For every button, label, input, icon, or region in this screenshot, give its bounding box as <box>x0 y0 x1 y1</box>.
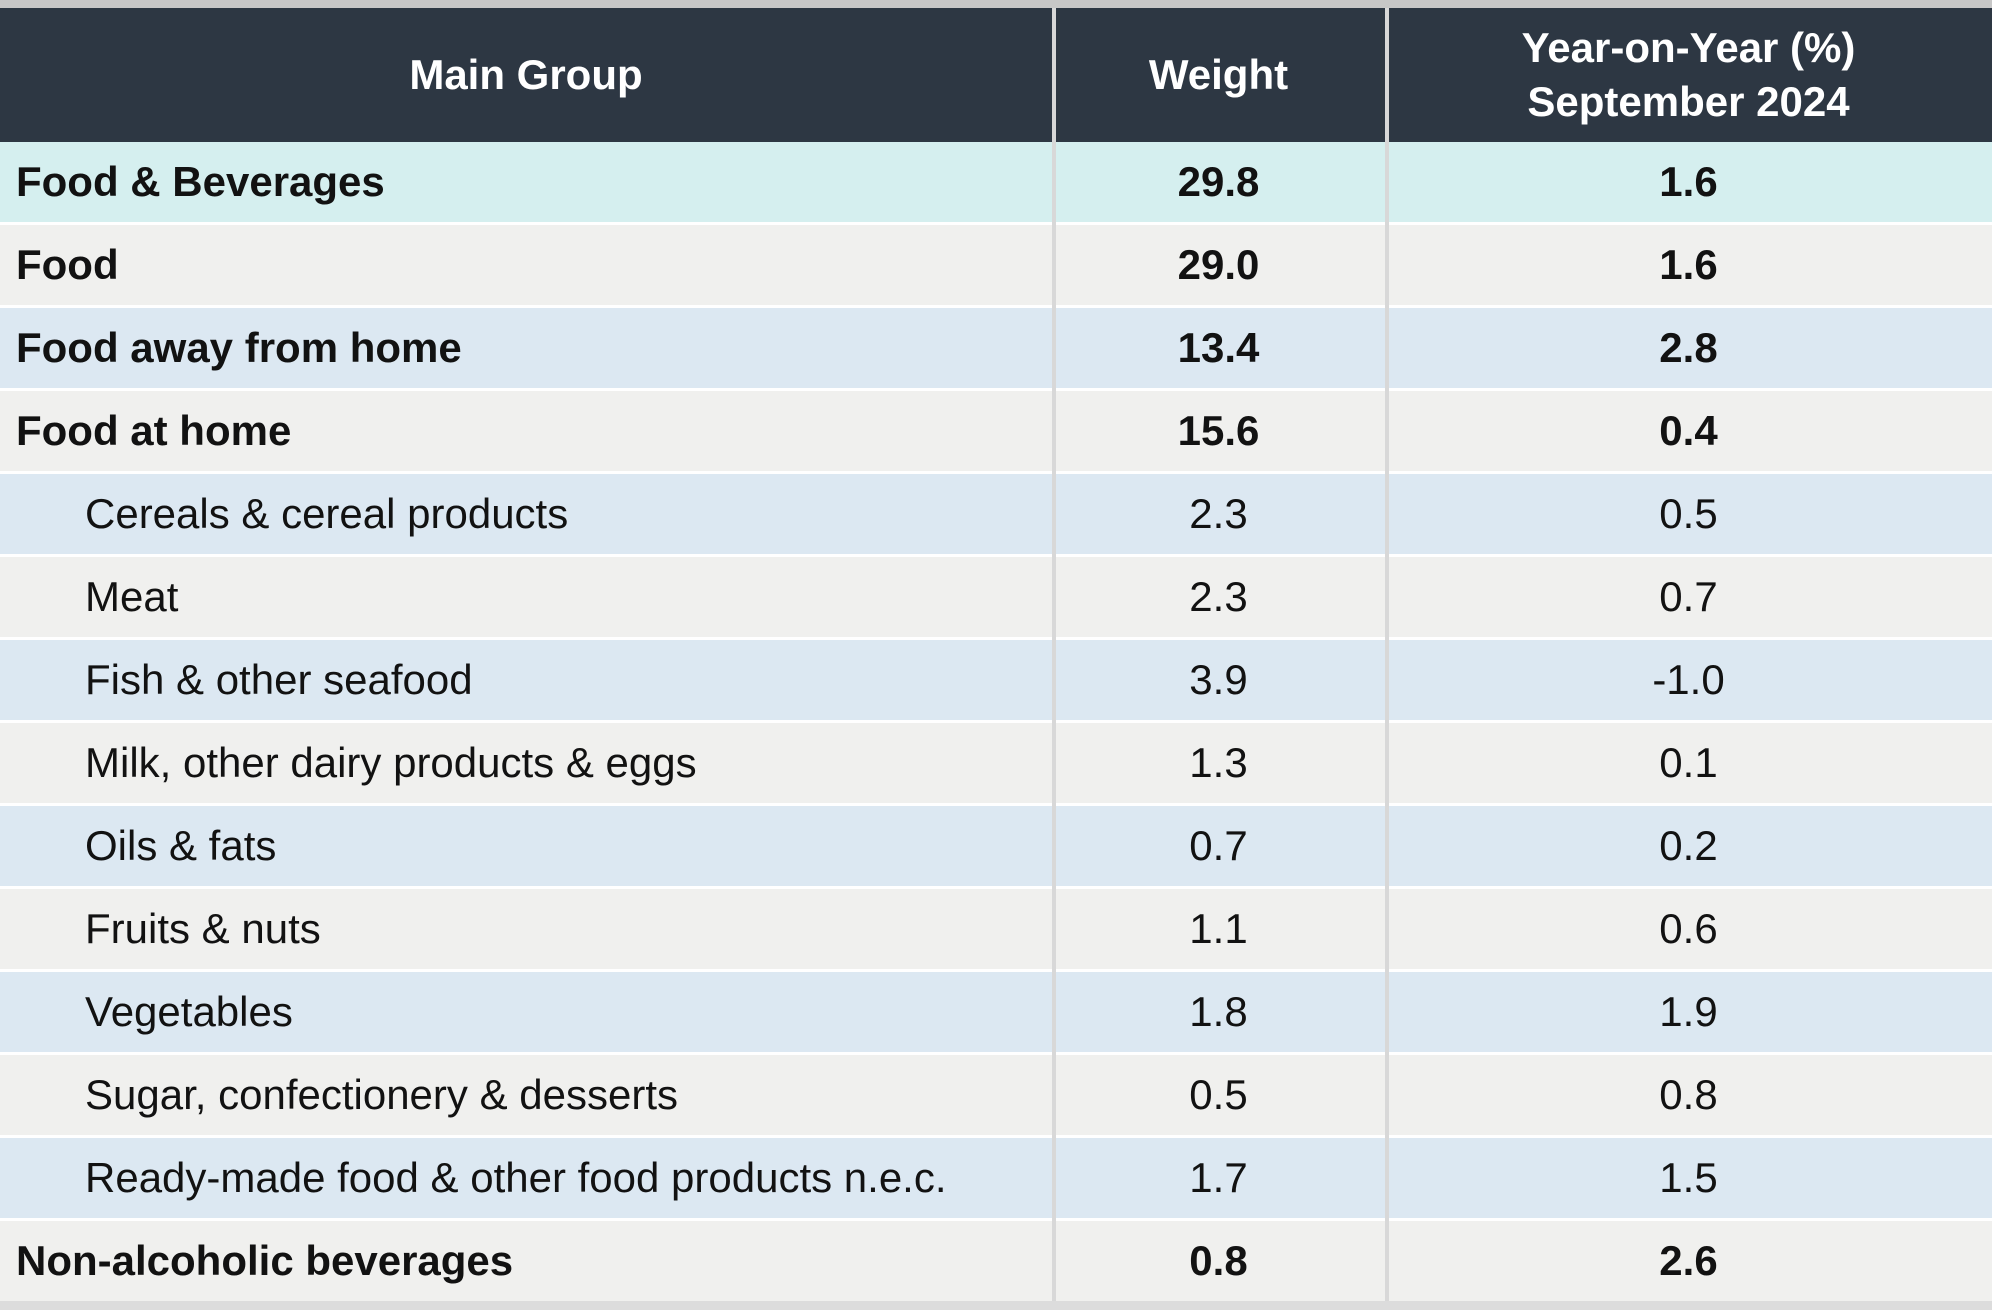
yoy-value: 2.6 <box>1659 1237 1718 1284</box>
yoy-value: 0.7 <box>1659 573 1718 620</box>
column-header-yoy-line1: Year-on-Year (%) <box>1521 24 1856 72</box>
table-row: Food away from home 13.4 2.8 <box>0 308 1992 388</box>
yoy-value: 1.5 <box>1659 1154 1718 1201</box>
yoy-value: 1.6 <box>1659 158 1718 205</box>
table-row: Fruits & nuts 1.1 0.6 <box>0 889 1992 969</box>
row-label: Food & Beverages <box>16 158 385 205</box>
row-label: Meat <box>85 573 179 620</box>
yoy-value: 0.2 <box>1659 822 1718 869</box>
table-row: Non-alcoholic beverages 0.8 2.6 <box>0 1221 1992 1301</box>
row-label: Fruits & nuts <box>85 905 321 952</box>
column-header-weight: Weight <box>1148 51 1289 98</box>
weight-value: 2.3 <box>1189 490 1248 537</box>
yoy-value: 0.8 <box>1659 1071 1718 1118</box>
weight-value: 1.8 <box>1189 988 1248 1035</box>
table-row: Food at home 15.6 0.4 <box>0 391 1992 471</box>
weight-value: 1.7 <box>1189 1154 1248 1201</box>
table-row: Vegetables 1.8 1.9 <box>0 972 1992 1052</box>
top-border-strip <box>0 0 1992 8</box>
table-row: Fish & other seafood 3.9 -1.0 <box>0 640 1992 720</box>
weight-value: 2.3 <box>1189 573 1248 620</box>
weight-value: 29.8 <box>1177 158 1260 205</box>
weight-value: 0.7 <box>1189 822 1248 869</box>
table-header-row: Main Group Weight Year-on-Year (%) Septe… <box>0 8 1992 142</box>
weight-value: 1.1 <box>1189 905 1248 952</box>
row-label: Ready-made food & other food products n.… <box>85 1154 947 1201</box>
row-label: Food at home <box>16 407 292 454</box>
yoy-value: 0.4 <box>1659 407 1718 454</box>
table-row: Food & Beverages 29.8 1.6 <box>0 142 1992 222</box>
weight-value: 1.3 <box>1189 739 1248 786</box>
row-label: Fish & other seafood <box>85 656 473 703</box>
row-label: Sugar, confectionery & desserts <box>85 1071 678 1118</box>
column-header-main-group: Main Group <box>409 51 643 98</box>
column-header-yoy: Year-on-Year (%) September 2024 <box>1385 8 1992 142</box>
weight-value: 29.0 <box>1177 241 1260 288</box>
table-row: Ready-made food & other food products n.… <box>0 1138 1992 1218</box>
row-label: Milk, other dairy products & eggs <box>85 739 697 786</box>
column-divider-2 <box>1385 8 1389 1301</box>
row-label: Non-alcoholic beverages <box>16 1237 514 1284</box>
yoy-value: 0.5 <box>1659 490 1718 537</box>
row-label: Food away from home <box>16 324 462 371</box>
bottom-border-strip <box>0 1301 1992 1310</box>
yoy-value: -1.0 <box>1652 656 1725 703</box>
weight-value: 0.8 <box>1189 1237 1248 1284</box>
table-row: Sugar, confectionery & desserts 0.5 0.8 <box>0 1055 1992 1135</box>
cpi-main-group-table: Main Group Weight Year-on-Year (%) Septe… <box>0 8 1992 1301</box>
column-header-yoy-line2: September 2024 <box>1527 78 1850 125</box>
row-label: Vegetables <box>85 988 293 1035</box>
yoy-value: 0.1 <box>1659 739 1718 786</box>
yoy-value: 0.6 <box>1659 905 1718 952</box>
weight-value: 3.9 <box>1189 656 1248 703</box>
weight-value: 0.5 <box>1189 1071 1248 1118</box>
table-row: Oils & fats 0.7 0.2 <box>0 806 1992 886</box>
table-row: Milk, other dairy products & eggs 1.3 0.… <box>0 723 1992 803</box>
row-label: Oils & fats <box>85 822 277 869</box>
weight-value: 13.4 <box>1177 324 1260 371</box>
yoy-value: 1.9 <box>1659 988 1718 1035</box>
yoy-value: 2.8 <box>1659 324 1718 371</box>
row-label: Cereals & cereal products <box>85 490 569 537</box>
weight-value: 15.6 <box>1177 407 1260 454</box>
table-row: Meat 2.3 0.7 <box>0 557 1992 637</box>
table-row: Food 29.0 1.6 <box>0 225 1992 305</box>
row-label: Food <box>16 241 119 288</box>
table-row: Cereals & cereal products 2.3 0.5 <box>0 474 1992 554</box>
yoy-value: 1.6 <box>1659 241 1718 288</box>
column-divider-1 <box>1052 8 1056 1301</box>
